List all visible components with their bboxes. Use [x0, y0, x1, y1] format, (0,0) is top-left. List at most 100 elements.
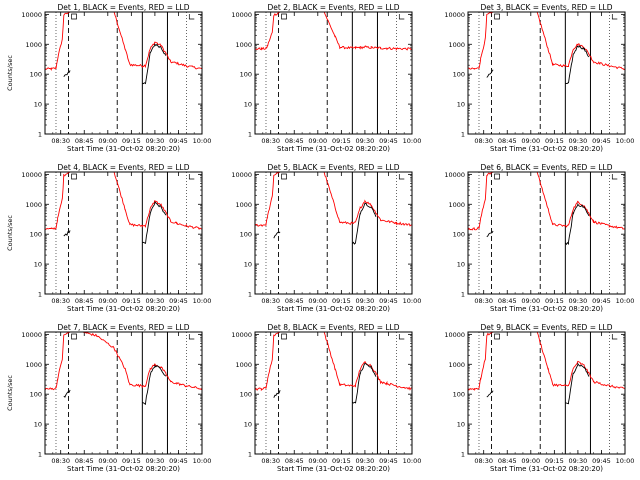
- x-tick-label: 08:30: [261, 297, 280, 305]
- x-tick-label: 09:15: [545, 457, 564, 465]
- x-tick-label: 10:00: [403, 137, 422, 145]
- marker-symbol: [281, 333, 287, 340]
- events-series-line: [486, 202, 590, 246]
- plot-area: [255, 332, 412, 454]
- y-tick-label: 1000: [235, 41, 252, 49]
- x-tick-label: 09:30: [569, 457, 588, 465]
- x-tick-label: 09:45: [379, 137, 398, 145]
- x-axis-label: Start Time (31-Oct-02 08:20:20): [67, 145, 180, 153]
- x-axis-label: Start Time (31-Oct-02 08:20:20): [277, 305, 390, 313]
- x-tick-label: 09:15: [332, 457, 351, 465]
- y-tick-label: 10000: [231, 11, 252, 19]
- x-tick-label: 08:45: [75, 457, 94, 465]
- y-tick-label: 10000: [231, 331, 252, 339]
- y-tick-label: 100: [30, 71, 42, 79]
- lld-series-line: [468, 332, 625, 391]
- y-tick-label: 1000: [448, 361, 465, 369]
- y-tick-label: 100: [30, 231, 42, 239]
- panel-frame: [44, 171, 203, 295]
- panel-frame: [467, 171, 626, 295]
- lld-series-line: [45, 332, 202, 391]
- marker-symbol: [494, 173, 500, 180]
- marker-symbol: [71, 173, 77, 180]
- lld-series-line: [255, 332, 412, 392]
- lld-series-line: [468, 12, 625, 71]
- x-tick-label: 09:30: [569, 137, 588, 145]
- y-tick-label: 10: [34, 261, 42, 269]
- x-tick-label: 09:30: [569, 297, 588, 305]
- plot-area: [468, 12, 625, 134]
- y-tick-label: 10000: [444, 171, 465, 179]
- plot-area: [468, 332, 625, 454]
- marker-symbol: [494, 13, 500, 20]
- y-tick-label: 10000: [231, 171, 252, 179]
- x-axis-label: Start Time (31-Oct-02 08:20:20): [277, 145, 390, 153]
- plot-area: [468, 172, 625, 294]
- y-tick-label: 1: [38, 131, 42, 139]
- x-tick-label: 08:45: [75, 297, 94, 305]
- y-tick-label: 10000: [21, 11, 42, 19]
- x-tick-label: 09:00: [521, 137, 540, 145]
- y-tick-label: 1000: [25, 41, 42, 49]
- x-tick-label: 09:45: [379, 297, 398, 305]
- x-tick-label: 09:15: [122, 457, 141, 465]
- marker-symbol: [188, 174, 195, 180]
- y-tick-label: 10000: [444, 331, 465, 339]
- y-axis-label: Counts/sec: [6, 55, 14, 91]
- x-tick-label: 09:45: [169, 297, 188, 305]
- panel-title: Det 2, BLACK = Events, RED = LLD: [267, 3, 399, 12]
- detector-panel-8: Det 8, BLACK = Events, RED = LLD 1 10 100 10…: [231, 323, 421, 473]
- y-tick-label: 10: [244, 421, 252, 429]
- marker-symbol: [494, 333, 500, 340]
- x-tick-label: 10:00: [403, 457, 422, 465]
- events-series-line: [486, 362, 590, 405]
- x-tick-label: 09:15: [122, 137, 141, 145]
- lld-series-line: [45, 172, 202, 231]
- x-tick-label: 09:30: [146, 137, 165, 145]
- x-axis-label: Start Time (31-Oct-02 08:20:20): [67, 465, 180, 473]
- x-tick-label: 10:00: [616, 457, 635, 465]
- x-tick-label: 09:30: [146, 457, 165, 465]
- x-axis-label: Start Time (31-Oct-02 08:20:20): [490, 465, 603, 473]
- panel-title: Det 1, BLACK = Events, RED = LLD: [57, 3, 189, 12]
- x-tick-label: 09:00: [521, 457, 540, 465]
- x-tick-label: 09:15: [545, 297, 564, 305]
- x-tick-label: 09:15: [122, 297, 141, 305]
- panel-frame: [467, 11, 626, 135]
- x-tick-label: 08:45: [285, 457, 304, 465]
- marker-symbol: [281, 13, 287, 20]
- x-tick-label: 08:45: [498, 137, 517, 145]
- y-tick-label: 10000: [444, 11, 465, 19]
- x-tick-label: 10:00: [616, 297, 635, 305]
- x-tick-label: 09:45: [169, 137, 188, 145]
- y-tick-label: 10: [34, 421, 42, 429]
- y-tick-label: 10000: [21, 331, 42, 339]
- x-tick-label: 09:45: [592, 457, 611, 465]
- marker-symbol: [71, 13, 77, 20]
- detector-panel-3: Det 3, BLACK = Events, RED = LLD 1 10 100 10…: [444, 3, 634, 153]
- panel-title: Det 7, BLACK = Events, RED = LLD: [57, 323, 189, 332]
- y-tick-label: 100: [453, 391, 465, 399]
- events-series-line: [486, 45, 590, 84]
- plot-area: [45, 12, 202, 134]
- y-tick-label: 100: [240, 71, 252, 79]
- detector-panel-2: Det 2, BLACK = Events, RED = LLD 1 10 100 10…: [231, 3, 421, 153]
- panel-frame: [254, 171, 413, 295]
- x-tick-label: 08:30: [474, 137, 493, 145]
- panel-frame: [254, 11, 413, 135]
- x-tick-label: 09:15: [332, 137, 351, 145]
- y-tick-label: 1000: [235, 361, 252, 369]
- x-tick-label: 08:30: [261, 457, 280, 465]
- detector-panel-6: Det 6, BLACK = Events, RED = LLD 1 10 100 10…: [444, 163, 634, 313]
- events-series-line: [63, 364, 167, 405]
- y-axis-label: Counts/sec: [6, 375, 14, 411]
- panel-title: Det 4, BLACK = Events, RED = LLD: [57, 163, 189, 172]
- x-tick-label: 10:00: [403, 297, 422, 305]
- marker-symbol: [281, 173, 287, 180]
- panel-title: Det 3, BLACK = Events, RED = LLD: [480, 3, 612, 12]
- marker-symbol: [188, 14, 195, 20]
- x-tick-label: 09:00: [98, 137, 117, 145]
- y-tick-label: 10: [457, 101, 465, 109]
- x-axis-label: Start Time (31-Oct-02 08:20:20): [490, 305, 603, 313]
